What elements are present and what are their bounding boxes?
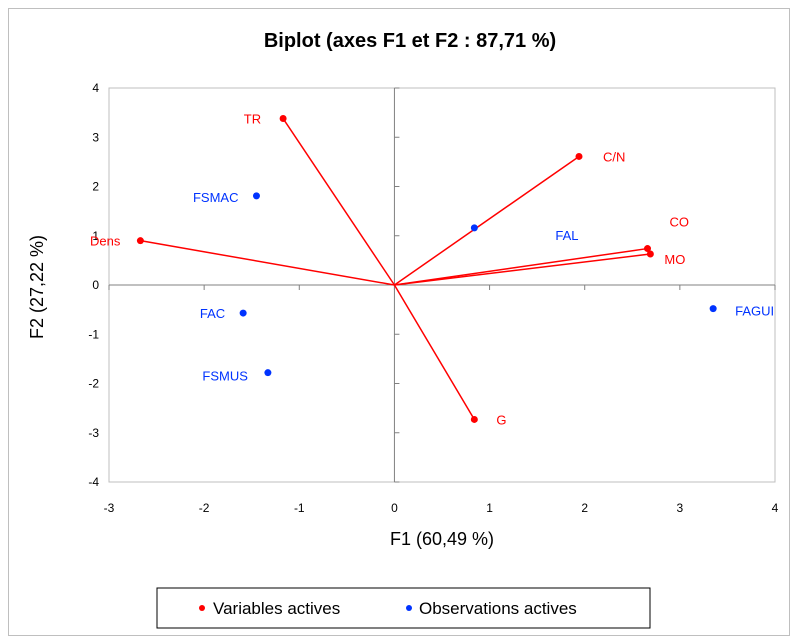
y-tick-label: -4 [88, 475, 99, 489]
legend-box [156, 587, 651, 629]
x-tick-label: 2 [581, 501, 588, 515]
observation-point-fagui [709, 305, 717, 313]
y-tick-label: -3 [88, 426, 99, 440]
legend-label-variables: Variables actives [213, 599, 340, 618]
variable-label-c-n: C/N [603, 149, 625, 164]
vector-c-n [393, 155, 580, 286]
y-tick-label: 2 [92, 180, 99, 194]
variable-label-g: G [496, 412, 506, 427]
variable-label-dens: Dens [90, 234, 121, 249]
x-tick-label: -3 [104, 501, 115, 515]
observation-point-fac [239, 309, 247, 317]
legend-label-observations: Observations actives [419, 599, 577, 618]
y-tick-label: -1 [88, 327, 99, 341]
y-tick-label: 0 [92, 278, 99, 292]
variable-point-tr [279, 115, 287, 123]
x-tick-label: 1 [486, 501, 493, 515]
observation-point-fsmac [252, 192, 260, 200]
observation-point-fsmus [264, 369, 272, 377]
variable-point-g [470, 415, 478, 423]
vector-dens [140, 239, 395, 286]
observation-label-fsmus: FSMUS [202, 369, 248, 384]
x-tick-label: 0 [391, 501, 398, 515]
observation-label-fal: FAL [555, 228, 578, 243]
y-tick-label: 3 [92, 130, 99, 144]
observation-point-fal [470, 224, 478, 232]
vector-g [393, 284, 475, 420]
data-points: TR C/N Dens CO MO G FSMAC FAL FAC FAGUI FSMUS [90, 112, 774, 428]
vector-co [394, 247, 648, 286]
x-axis-label: F1 (60,49 %) [390, 529, 494, 549]
x-tick-label: 3 [677, 501, 684, 515]
variable-point-c-n [575, 152, 583, 160]
y-tick-label: -2 [88, 377, 99, 391]
x-tick-label: -2 [199, 501, 210, 515]
variable-label-tr: TR [244, 112, 261, 127]
vector-mo [394, 253, 651, 286]
x-tick-label: 4 [772, 501, 779, 515]
variable-point-co [644, 245, 652, 253]
variable-label-mo: MO [664, 252, 685, 267]
variable-point-dens [136, 237, 144, 245]
y-axis-label: F2 (27,22 %) [27, 235, 47, 339]
variable-point-mo [646, 250, 654, 258]
observation-label-fsmac: FSMAC [193, 190, 239, 205]
chart-title: Biplot (axes F1 et F2 : 87,71 %) [264, 30, 556, 52]
vector-tr [282, 118, 396, 286]
legend-marker-observations [406, 605, 412, 611]
y-tick-label: 4 [92, 81, 99, 95]
variable-vectors [140, 118, 651, 420]
x-tick-label: -1 [294, 501, 305, 515]
observation-label-fagui: FAGUI [735, 304, 774, 319]
legend: Variables actives Observations actives [156, 587, 651, 629]
y-tick-label: 1 [92, 229, 99, 243]
legend-marker-variables [199, 605, 205, 611]
observation-label-fac: FAC [200, 306, 225, 321]
variable-label-co: CO [670, 215, 690, 230]
